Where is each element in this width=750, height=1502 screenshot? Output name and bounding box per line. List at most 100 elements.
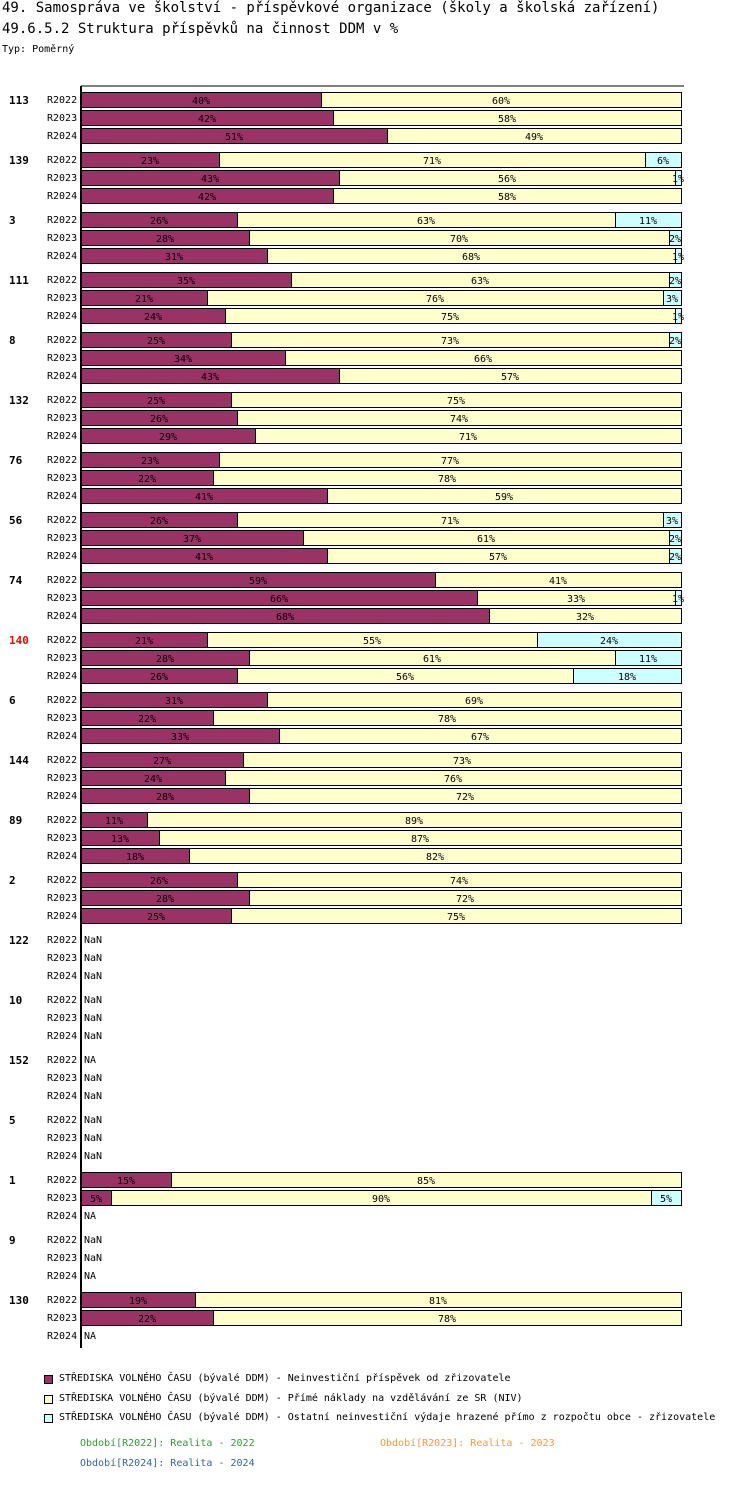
- bar-76-R2022-s2: [219, 452, 682, 468]
- bar-label-3-R2023-s2: 70%: [450, 234, 468, 245]
- bar-label-140-R2022-s2: 55%: [363, 636, 381, 647]
- bar-label-89-R2023-s2: 87%: [411, 834, 429, 845]
- bar-139-R2024-s2: [333, 188, 682, 204]
- row-label-8-R2024: R2024: [47, 371, 77, 382]
- row-label-5-R2024: R2024: [47, 1151, 77, 1162]
- bar-113-R2024-s2: [387, 128, 682, 144]
- bar-76-R2024-s2: [327, 488, 682, 504]
- bar-label-132-R2023-s1: 26%: [150, 414, 168, 425]
- bar-label-8-R2022-s1: 25%: [147, 336, 165, 347]
- bar-89-R2022-s2: [147, 812, 682, 828]
- bar-label-56-R2022-s3: 3%: [666, 516, 678, 527]
- bar-74-R2024-s2: [489, 608, 682, 624]
- row-label-113-R2022: R2022: [47, 95, 77, 106]
- group-label-10: 10: [9, 994, 22, 1007]
- bar-label-3-R2024-s3: 1%: [672, 252, 684, 263]
- bar-label-113-R2023-s1: 42%: [198, 114, 216, 125]
- nan-label-130-R2024: NA: [84, 1331, 96, 1342]
- bar-1-R2022-s2: [171, 1172, 682, 1188]
- bar-label-3-R2024-s2: 68%: [462, 252, 480, 263]
- bar-label-2-R2024-s2: 75%: [447, 912, 465, 923]
- row-label-130-R2023: R2023: [47, 1313, 77, 1324]
- bar-label-6-R2024-s2: 67%: [471, 732, 489, 743]
- row-label-6-R2023: R2023: [47, 713, 77, 724]
- group-label-113: 113: [9, 94, 29, 107]
- bar-label-3-R2022-s1: 26%: [150, 216, 168, 227]
- group-label-130: 130: [9, 1294, 29, 1307]
- row-label-89-R2022: R2022: [47, 815, 77, 826]
- nan-label-122-R2022: NaN: [84, 935, 102, 946]
- bar-113-R2022-s2: [321, 92, 682, 108]
- group-label-1: 1: [9, 1174, 16, 1187]
- group-label-111: 111: [9, 274, 29, 287]
- nan-label-5-R2023: NaN: [84, 1133, 102, 1144]
- bar-3-R2023-s3: [669, 230, 682, 246]
- nan-label-1-R2024: NA: [84, 1211, 96, 1222]
- nan-label-10-R2024: NaN: [84, 1031, 102, 1042]
- bar-8-R2024-s2: [339, 368, 682, 384]
- legend-swatch-2: [44, 1395, 53, 1404]
- bar-label-132-R2024-s1: 29%: [159, 432, 177, 443]
- row-label-139-R2023: R2023: [47, 173, 77, 184]
- bar-113-R2023-s2: [333, 110, 682, 126]
- row-label-74-R2023: R2023: [47, 593, 77, 604]
- period-r2022: Období[R2022]: Realita - 2022: [80, 1438, 255, 1449]
- bar-label-1-R2023-s2: 90%: [372, 1194, 390, 1205]
- bar-6-R2023-s2: [213, 710, 682, 726]
- bar-label-139-R2024-s2: 58%: [498, 192, 516, 203]
- bar-label-139-R2023-s3: 1%: [672, 174, 684, 185]
- bar-label-130-R2022-s1: 19%: [129, 1296, 147, 1307]
- bar-132-R2024-s2: [255, 428, 682, 444]
- row-label-140-R2023: R2023: [47, 653, 77, 664]
- nan-label-9-R2023: NaN: [84, 1253, 102, 1264]
- bar-label-74-R2024-s2: 32%: [576, 612, 594, 623]
- bar-111-R2024-s3: [675, 308, 682, 324]
- row-label-1-R2024: R2024: [47, 1211, 77, 1222]
- row-label-144-R2023: R2023: [47, 773, 77, 784]
- bar-label-1-R2023-s1: 5%: [90, 1194, 102, 1205]
- row-label-140-R2022: R2022: [47, 635, 77, 646]
- bar-label-8-R2024-s1: 43%: [201, 372, 219, 383]
- legend-label-3: STŘEDISKA VOLNÉHO ČASU (bývalé DDM) - Os…: [59, 1412, 716, 1423]
- bar-1-R2023-s3: [651, 1190, 682, 1206]
- bar-label-6-R2022-s1: 31%: [165, 696, 183, 707]
- bar-label-140-R2022-s3: 24%: [600, 636, 618, 647]
- bar-label-56-R2024-s3: 2%: [669, 552, 681, 563]
- nan-label-10-R2022: NaN: [84, 995, 102, 1006]
- row-label-9-R2023: R2023: [47, 1253, 77, 1264]
- bar-2-R2023-s2: [249, 890, 682, 906]
- legend-label-2: STŘEDISKA VOLNÉHO ČASU (bývalé DDM) - Př…: [59, 1393, 523, 1404]
- row-label-5-R2022: R2022: [47, 1115, 77, 1126]
- bar-label-89-R2022-s2: 89%: [405, 816, 423, 827]
- bar-56-R2024-s3: [669, 548, 682, 564]
- bar-label-130-R2023-s2: 78%: [438, 1314, 456, 1325]
- group-label-74: 74: [9, 574, 23, 587]
- bar-144-R2023-s2: [225, 770, 682, 786]
- bar-label-132-R2022-s1: 25%: [147, 396, 165, 407]
- nan-label-9-R2022: NaN: [84, 1235, 102, 1246]
- chart-title: 49. Samospráva ve školství - příspěvkové…: [2, 0, 660, 16]
- bar-56-R2022-s3: [663, 512, 682, 528]
- legend-swatch-3: [44, 1414, 53, 1423]
- bar-label-139-R2022-s3: 6%: [657, 156, 669, 167]
- row-label-1-R2023: R2023: [47, 1193, 77, 1204]
- bar-label-111-R2023-s3: 3%: [666, 294, 678, 305]
- nan-label-152-R2023: NaN: [84, 1073, 102, 1084]
- nan-label-5-R2022: NaN: [84, 1115, 102, 1126]
- row-label-139-R2024: R2024: [47, 191, 77, 202]
- group-label-89: 89: [9, 814, 22, 827]
- bar-label-74-R2022-s1: 59%: [249, 576, 267, 587]
- row-label-122-R2024: R2024: [47, 971, 77, 982]
- bar-label-140-R2024-s3: 18%: [618, 672, 636, 683]
- bar-label-113-R2024-s1: 51%: [225, 132, 243, 143]
- bar-74-R2022-s2: [435, 572, 682, 588]
- nan-label-10-R2023: NaN: [84, 1013, 102, 1024]
- bar-label-132-R2024-s2: 71%: [459, 432, 477, 443]
- legend-label-1: STŘEDISKA VOLNÉHO ČASU (bývalé DDM) - Ne…: [59, 1373, 511, 1384]
- row-label-111-R2023: R2023: [47, 293, 77, 304]
- bar-label-6-R2023-s2: 78%: [438, 714, 456, 725]
- bar-label-140-R2023-s2: 61%: [423, 654, 441, 665]
- group-label-3: 3: [9, 214, 16, 227]
- bar-111-R2023-s3: [663, 290, 682, 306]
- bar-label-76-R2022-s1: 23%: [141, 456, 159, 467]
